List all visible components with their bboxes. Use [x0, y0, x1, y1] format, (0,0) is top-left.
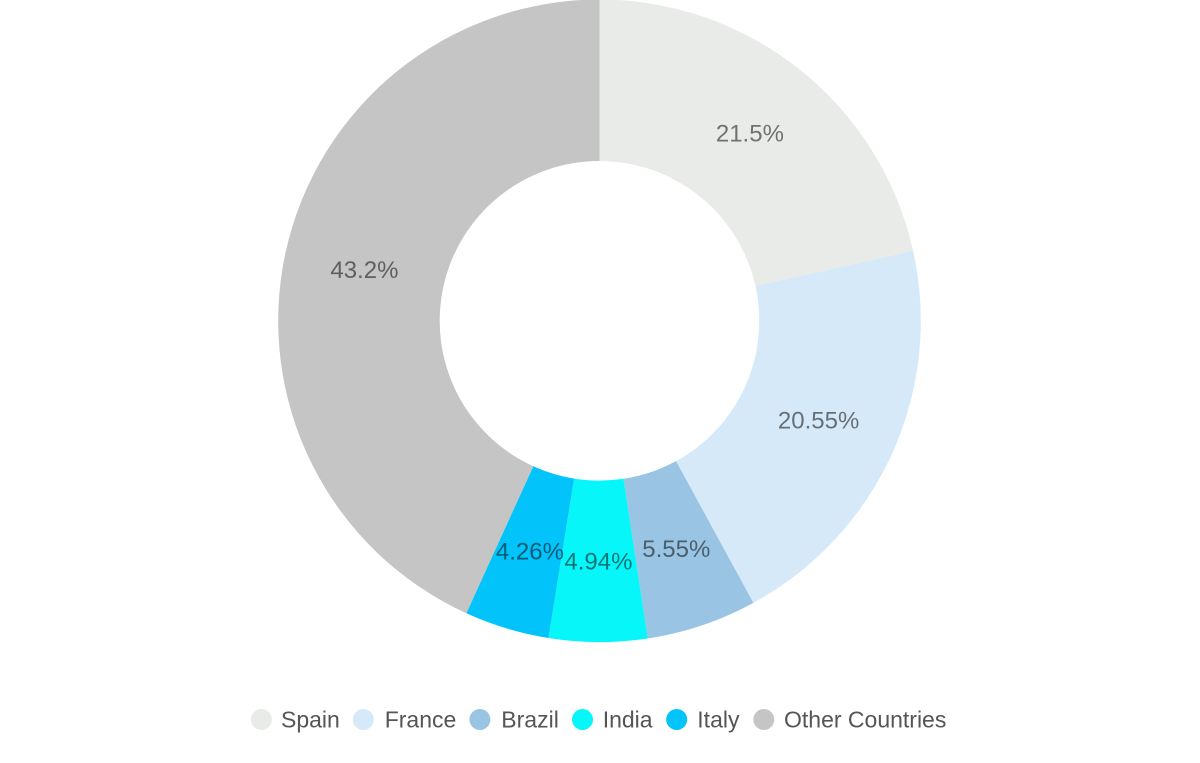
svg-text:Spain: Spain — [281, 706, 340, 732]
svg-text:India: India — [603, 706, 653, 732]
svg-text:Brazil: Brazil — [501, 706, 559, 732]
svg-text:4.94%: 4.94% — [564, 549, 632, 576]
svg-text:43.2%: 43.2% — [330, 257, 398, 284]
svg-text:Other Countries: Other Countries — [784, 706, 946, 732]
svg-text:4.26%: 4.26% — [496, 538, 564, 565]
svg-text:20.55%: 20.55% — [778, 407, 859, 434]
svg-text:France: France — [385, 706, 457, 732]
svg-text:5.55%: 5.55% — [642, 536, 710, 563]
svg-text:Italy: Italy — [697, 706, 740, 732]
svg-text:21.5%: 21.5% — [716, 120, 784, 147]
